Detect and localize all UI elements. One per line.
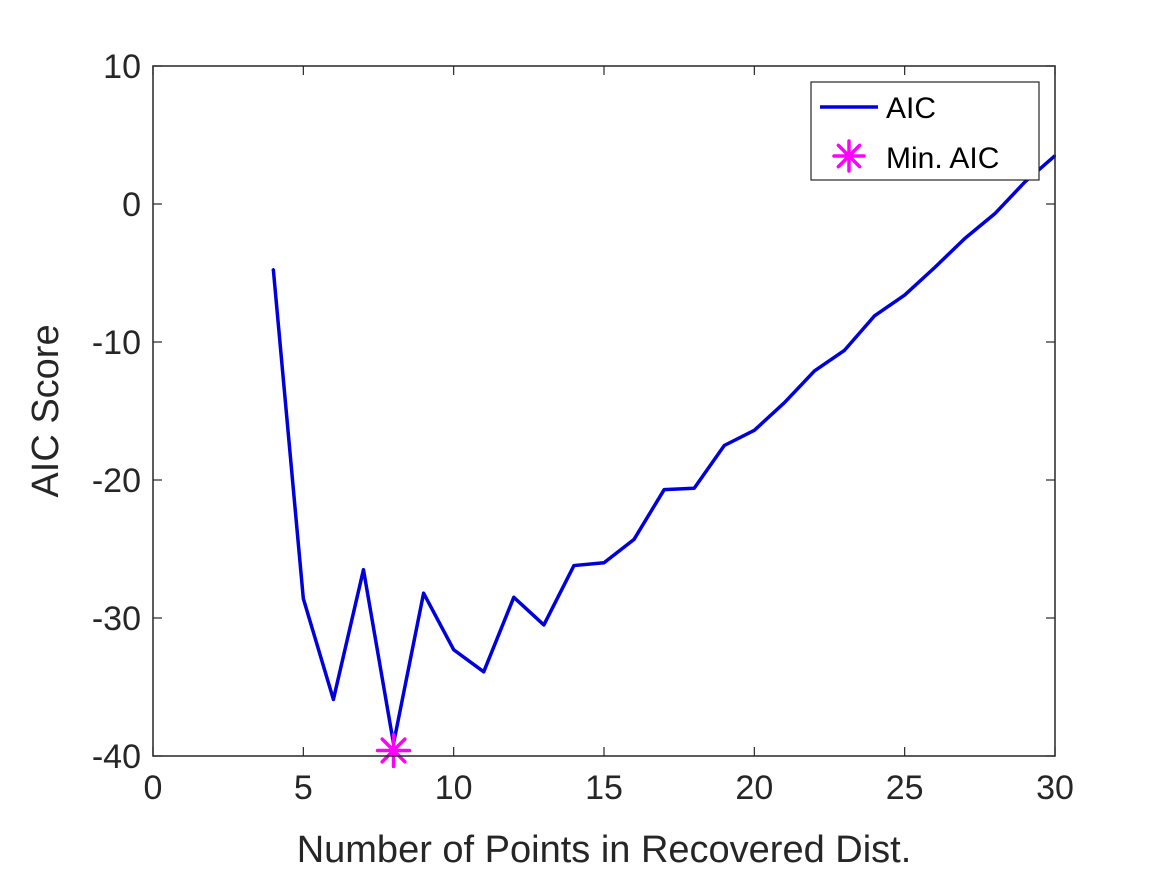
aic-point	[422, 592, 425, 595]
x-tick-label: 25	[886, 769, 924, 807]
aic-point	[963, 237, 966, 240]
aic-point	[332, 698, 335, 701]
legend-label-min-aic: Min. AIC	[886, 142, 999, 175]
aic-point	[723, 444, 726, 447]
x-tick-label: 30	[1036, 769, 1074, 807]
aic-point	[753, 429, 756, 432]
aic-point	[603, 561, 605, 564]
x-axis-ticks: 0 5 10 15 20 25 30	[144, 66, 1074, 807]
aic-point	[452, 648, 455, 651]
min-aic-marker	[375, 732, 412, 769]
legend-swatch-min-aic	[832, 139, 866, 173]
aic-point	[873, 314, 876, 317]
x-axis-label: Number of Points in Recovered Dist.	[297, 829, 912, 871]
aic-point	[813, 369, 816, 372]
y-axis-label: AIC Score	[25, 324, 67, 497]
legend-label-aic: AIC	[886, 92, 936, 125]
aic-point	[633, 538, 636, 541]
x-tick-label: 15	[585, 769, 623, 807]
aic-point	[1023, 180, 1026, 183]
aic-point	[843, 349, 846, 352]
y-tick-label: 10	[103, 48, 141, 86]
y-tick-label: -10	[92, 324, 141, 362]
aic-point	[783, 401, 786, 404]
aic-point	[663, 488, 666, 491]
x-tick-label: 20	[735, 769, 773, 807]
aic-point	[693, 487, 696, 490]
x-tick-label: 0	[144, 769, 163, 807]
y-axis-ticks: -40 -30 -20 -10 0 10	[92, 48, 1055, 776]
x-tick-label: 10	[435, 769, 473, 807]
plot-area	[153, 66, 1055, 756]
y-tick-label: -20	[92, 462, 141, 500]
y-tick-label: -30	[92, 600, 141, 638]
y-tick-label: 0	[122, 186, 141, 224]
legend-asterisk	[832, 139, 866, 173]
x-tick-label: 5	[294, 769, 313, 807]
aic-point	[482, 670, 485, 673]
series-layer	[271, 154, 1057, 769]
legend: AIC Min. AIC	[810, 81, 1040, 181]
aic-point	[933, 266, 936, 269]
aic-point	[572, 564, 575, 567]
aic-point	[512, 596, 515, 599]
aic-point	[993, 212, 996, 215]
aic-point	[272, 267, 275, 270]
plot-frame	[152, 65, 1056, 757]
aic-point	[362, 568, 365, 571]
aic-point	[903, 294, 906, 297]
aic-point	[302, 597, 305, 600]
aic-point	[542, 623, 545, 626]
y-tick-label: -40	[92, 738, 141, 776]
